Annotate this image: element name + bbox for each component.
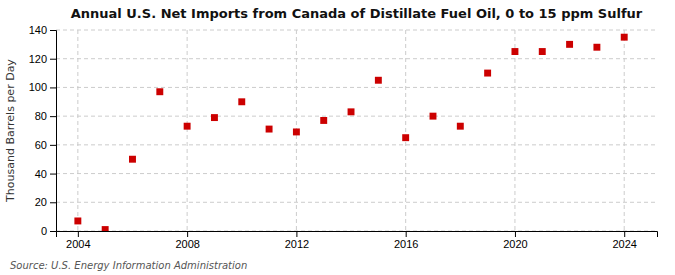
point bbox=[156, 88, 163, 95]
tick: 40 bbox=[35, 168, 56, 180]
grid-line bbox=[56, 173, 657, 174]
grid-line bbox=[624, 30, 625, 231]
point bbox=[621, 34, 628, 41]
point bbox=[348, 108, 355, 115]
tick-mark bbox=[50, 145, 56, 146]
plot: 2004 2008 2012 2016 2020 2024 0 20 40 60 80 100 120 1… bbox=[29, 24, 658, 250]
tick-mark bbox=[50, 202, 56, 203]
x-axis: 2004 2008 2012 2016 2020 2024 bbox=[57, 231, 658, 250]
tick: 2012 bbox=[285, 231, 309, 250]
points bbox=[74, 34, 627, 231]
point bbox=[375, 77, 382, 84]
tick: 20 bbox=[35, 196, 56, 208]
y-axis: 0 20 40 60 80 100 120 140 bbox=[29, 24, 57, 237]
tick-label: 140 bbox=[29, 24, 47, 36]
tick-label: 2008 bbox=[175, 238, 199, 250]
tick: 80 bbox=[35, 110, 56, 122]
point bbox=[129, 156, 136, 163]
tick: 140 bbox=[29, 24, 56, 36]
tick-label: 20 bbox=[35, 196, 47, 208]
y-axis-title: Thousand Barrels per Day bbox=[4, 59, 17, 203]
tick: 0 bbox=[41, 225, 56, 237]
tick-mark bbox=[515, 231, 516, 237]
tick-label: 0 bbox=[41, 225, 47, 237]
point bbox=[430, 113, 437, 120]
tick-mark bbox=[296, 231, 297, 237]
tick: 2016 bbox=[394, 231, 418, 250]
point bbox=[402, 134, 409, 141]
tick: 2004 bbox=[66, 231, 90, 250]
point bbox=[539, 48, 546, 55]
grid-line bbox=[405, 30, 406, 231]
grid-line bbox=[56, 202, 657, 203]
tick-mark bbox=[78, 231, 79, 237]
tick-label: 2024 bbox=[612, 238, 636, 250]
tick-label: 2012 bbox=[285, 238, 309, 250]
point bbox=[266, 126, 273, 133]
grid-line bbox=[187, 30, 188, 231]
tick-mark bbox=[624, 231, 625, 237]
tick-mark bbox=[50, 174, 56, 175]
tick-mark bbox=[50, 116, 56, 117]
grid-line bbox=[56, 58, 657, 59]
tick-mark bbox=[406, 231, 407, 237]
tick-mark bbox=[187, 231, 188, 237]
source: Source: U.S. Energy Information Administ… bbox=[10, 260, 247, 271]
grid-line bbox=[56, 116, 657, 117]
tick-label: 2020 bbox=[503, 238, 527, 250]
title: Annual U.S. Net Imports from Canada of D… bbox=[71, 6, 643, 21]
tick-mark bbox=[50, 30, 56, 31]
axis-line bbox=[50, 31, 57, 232]
tick: 120 bbox=[29, 53, 56, 65]
tick: 2020 bbox=[503, 231, 527, 250]
tick-label: 80 bbox=[35, 110, 47, 122]
point bbox=[593, 44, 600, 51]
tick: 60 bbox=[35, 139, 56, 151]
point bbox=[566, 41, 573, 48]
tick-label: 100 bbox=[29, 81, 47, 93]
grid-line bbox=[56, 87, 657, 88]
point bbox=[320, 117, 327, 124]
grid-line bbox=[514, 30, 515, 231]
point bbox=[484, 70, 491, 77]
point bbox=[238, 98, 245, 105]
point bbox=[457, 123, 464, 130]
point bbox=[293, 128, 300, 135]
point bbox=[211, 114, 218, 121]
grid bbox=[56, 30, 657, 231]
grid-line bbox=[56, 30, 657, 31]
tick: 2008 bbox=[175, 231, 199, 250]
tick-label: 2016 bbox=[394, 238, 418, 250]
grid-line bbox=[56, 144, 657, 145]
grid-line bbox=[77, 30, 78, 231]
chart: 2004 2008 2012 2016 2020 2024 0 20 40 60 80 100 120 1… bbox=[0, 0, 675, 275]
tick: 100 bbox=[29, 81, 56, 93]
tick-label: 40 bbox=[35, 168, 47, 180]
point bbox=[184, 123, 191, 130]
tick-mark bbox=[50, 59, 56, 60]
tick-label: 60 bbox=[35, 139, 47, 151]
tick-label: 120 bbox=[29, 53, 47, 65]
point bbox=[511, 48, 518, 55]
point bbox=[102, 226, 109, 231]
point bbox=[74, 217, 81, 224]
tick-mark bbox=[50, 87, 56, 88]
axis-line bbox=[57, 232, 658, 238]
tick-label: 2004 bbox=[66, 238, 90, 250]
tick-mark bbox=[50, 231, 56, 232]
tick: 2024 bbox=[612, 231, 636, 250]
